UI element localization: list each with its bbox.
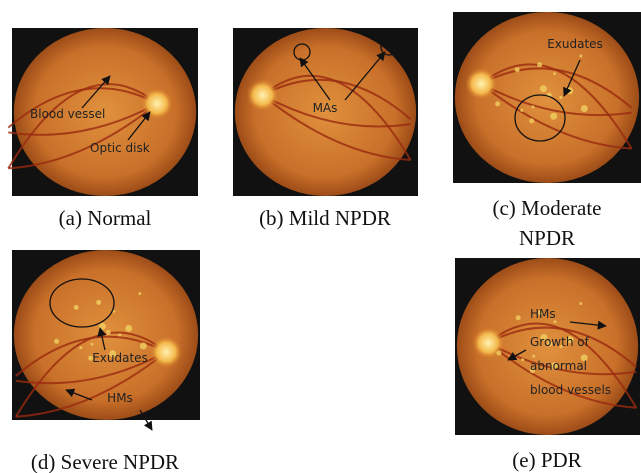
lesion	[579, 302, 582, 305]
panel-caption: (a) Normal	[59, 206, 152, 230]
fundus-panel: HMs Growth of abnormal blood vessels (e) PDR	[455, 258, 640, 472]
lesion	[529, 118, 534, 123]
optic-disk	[141, 88, 173, 120]
lesion	[91, 343, 94, 346]
retina	[14, 250, 198, 420]
lesion	[515, 67, 520, 72]
fundus-panel: Exudates (c) Moderate NPDR	[453, 12, 641, 250]
lesion	[550, 113, 557, 120]
optic-disk	[150, 336, 182, 368]
lesion	[532, 355, 535, 358]
lesion	[496, 351, 501, 356]
panel-caption: (b) Mild NPDR	[259, 206, 391, 230]
fundus-panel: MAs (b) Mild NPDR	[233, 28, 418, 230]
figure: Blood vessel Optic disk (a) Normal MAs (b) M…	[0, 0, 641, 473]
lesion	[553, 72, 556, 75]
annotation-label: abnormal	[530, 359, 587, 373]
annotation-label: Exudates	[547, 37, 603, 51]
lesion	[138, 292, 141, 295]
lesion	[540, 85, 547, 92]
lesion	[125, 325, 132, 332]
lesion	[79, 346, 82, 349]
annotation-label: Optic disk	[90, 141, 150, 155]
fundus-panel: Blood vessel Optic disk (a) Normal	[8, 28, 198, 230]
lesion	[559, 96, 562, 99]
fundus-panel: Exudates HMs (d) Severe NPDR	[12, 250, 200, 473]
panel-caption: (d) Severe NPDR	[31, 450, 179, 473]
lesion	[140, 342, 147, 349]
panel-caption: (e) PDR	[512, 448, 581, 472]
lesion	[106, 330, 111, 335]
lesion	[521, 358, 524, 361]
annotation-label: Growth of	[530, 335, 590, 349]
panel-caption: (c) Moderate	[492, 196, 601, 220]
lesion	[96, 300, 101, 305]
lesion	[520, 109, 523, 112]
lesion	[579, 54, 582, 57]
lesion	[54, 339, 59, 344]
lesion	[495, 101, 500, 106]
annotation-label: HMs	[530, 307, 556, 321]
optic-disk	[247, 79, 279, 111]
lesion	[74, 305, 79, 310]
lesion	[537, 62, 542, 67]
optic-disk	[465, 68, 497, 100]
annotation-label: blood vessels	[530, 383, 611, 397]
lesion	[532, 105, 535, 108]
lesion	[118, 334, 121, 337]
lesion	[581, 105, 588, 112]
annotation-label: MAs	[313, 101, 338, 115]
panel-caption: NPDR	[519, 226, 575, 250]
annotation-label: Blood vessel	[30, 107, 105, 121]
annotation-label: Exudates	[92, 351, 148, 365]
lesion	[516, 315, 521, 320]
annotation-label: HMs	[107, 391, 133, 405]
